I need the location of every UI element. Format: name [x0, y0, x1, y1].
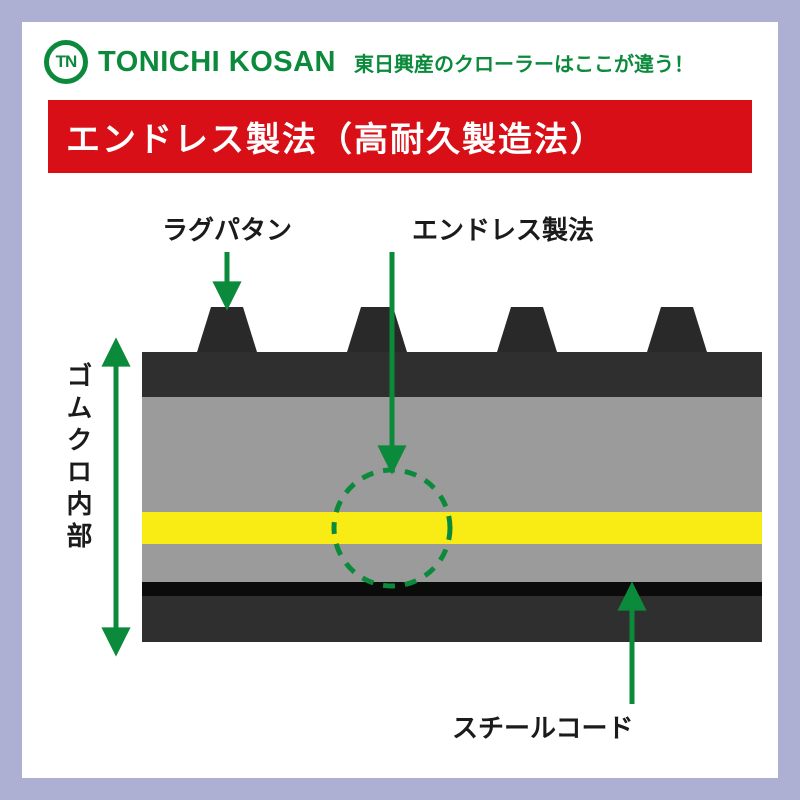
card: TN TONICHI KOSAN 東日興産のクローラーはここが違う！ エンドレス…	[22, 22, 778, 778]
logo-circle-icon: TN	[44, 40, 88, 84]
layer-rubber-top	[142, 352, 762, 397]
lug-1	[347, 307, 407, 352]
lugs	[197, 307, 707, 352]
layer-black-line	[142, 582, 762, 596]
diagram-svg	[22, 192, 778, 748]
cross-section-diagram: ラグパタン エンドレス製法 ゴムクロ内部 スチールコード	[22, 192, 778, 748]
title-banner: エンドレス製法（高耐久製造法）	[48, 100, 752, 173]
label-steel: スチールコード	[452, 708, 633, 745]
logo: TN TONICHI KOSAN	[44, 40, 336, 84]
label-inside: ゴムクロ内部	[60, 362, 97, 554]
lug-3	[647, 307, 707, 352]
logo-initials: TN	[56, 52, 77, 72]
label-endless: エンドレス製法	[412, 210, 594, 247]
label-lug: ラグパタン	[162, 210, 292, 247]
header: TN TONICHI KOSAN 東日興産のクローラーはここが違う！	[22, 22, 778, 94]
lug-2	[497, 307, 557, 352]
layer-rubber-bottom	[142, 596, 762, 642]
layer-grey-upper	[142, 397, 762, 512]
brand-name: TONICHI KOSAN	[98, 46, 336, 79]
layer-grey-lower	[142, 544, 762, 582]
layers	[142, 352, 762, 642]
tagline: 東日興産のクローラーはここが違う！	[354, 48, 694, 77]
lug-0	[197, 307, 257, 352]
